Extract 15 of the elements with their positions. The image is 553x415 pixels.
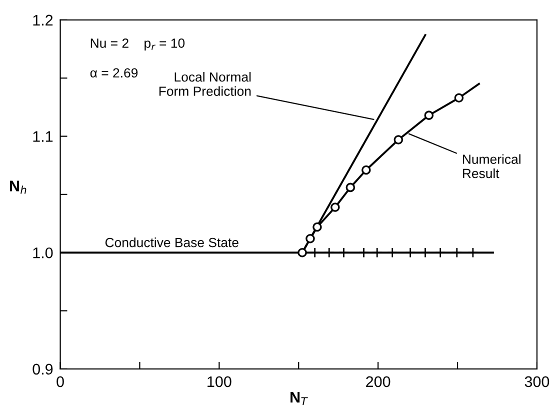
x-tick-label: 100: [208, 376, 232, 388]
y-tick-label: 0.9: [32, 364, 53, 375]
x-tick-label: 200: [366, 376, 390, 388]
annotation: α = 2.69: [90, 68, 138, 78]
annotation: Numerical Result: [462, 154, 520, 178]
x-axis-title: N$_{T}$: [290, 392, 308, 406]
annotation: Nu = 2 p$_{r}$ = 10: [90, 38, 185, 50]
y-tick-label: 1.1: [33, 131, 53, 142]
y-axis-title: N$_{h}$: [10, 180, 26, 194]
y-tick-label: 1.2: [33, 14, 53, 26]
y-tick-label: 1.0: [33, 247, 53, 258]
annotation: Conductive Base State: [105, 238, 238, 248]
x-tick-label: 0: [56, 376, 64, 388]
annotation: Local Normal Form Prediction: [159, 72, 251, 96]
x-tick-label: 300: [524, 376, 550, 388]
